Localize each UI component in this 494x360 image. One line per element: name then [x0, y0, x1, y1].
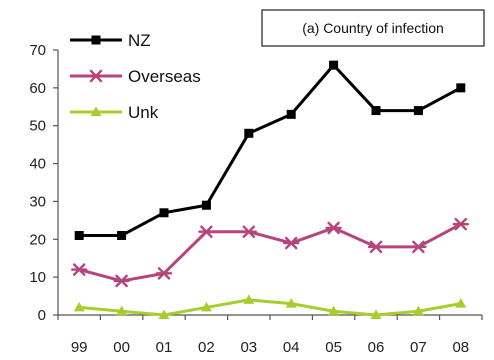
- y-tick-label: 40: [29, 156, 46, 173]
- data-point-unk: [158, 309, 170, 319]
- x-tick-label: 04: [283, 339, 300, 356]
- data-point-nz: [456, 83, 466, 93]
- y-tick-label: 70: [29, 42, 46, 59]
- data-point-overseas: [325, 221, 342, 235]
- data-point-unk: [370, 309, 382, 319]
- legend-item-unk: Unk: [70, 103, 159, 122]
- legend-label-overseas: Overseas: [128, 67, 201, 86]
- x-axis-ticks: 99 00 01 02 03 04 05 06 07 08: [57, 315, 483, 356]
- legend-item-nz: NZ: [70, 31, 151, 50]
- y-axis-ticks: 0 10 20 30 40 50 60 70: [29, 42, 58, 324]
- y-tick-label: 20: [29, 231, 46, 248]
- data-point-nz: [286, 109, 296, 119]
- y-tick-label: 30: [29, 193, 46, 210]
- legend-marker-overseas: [87, 69, 105, 83]
- x-tick-label: 02: [198, 339, 215, 356]
- data-point-nz: [201, 200, 211, 210]
- x-tick-label: 03: [240, 339, 257, 356]
- chart-title: (a) Country of infection: [302, 20, 444, 36]
- data-point-overseas: [410, 240, 427, 254]
- data-point-unk: [73, 301, 85, 312]
- legend: NZ Overseas Unk: [70, 31, 201, 122]
- data-point-unk: [455, 298, 467, 308]
- series-line-unk: [79, 298, 462, 317]
- data-point-overseas: [452, 217, 469, 231]
- chart-title-box: (a) Country of infection: [261, 9, 485, 47]
- data-point-nz: [244, 128, 254, 138]
- data-point-overseas: [70, 263, 88, 276]
- legend-marker-unk: [90, 106, 102, 116]
- x-tick-label: 05: [325, 339, 342, 356]
- y-tick-label: 10: [29, 269, 46, 286]
- x-tick-label: 06: [368, 339, 385, 356]
- x-tick-label: 01: [156, 339, 173, 356]
- series-nz: [74, 60, 466, 240]
- data-point-overseas: [198, 225, 215, 238]
- series-line-overseas: [78, 222, 462, 283]
- series-overseas: [70, 217, 469, 288]
- series-group: [70, 60, 469, 319]
- data-point-unk: [116, 305, 128, 316]
- data-point-nz: [74, 231, 84, 240]
- data-point-overseas: [113, 274, 130, 288]
- data-point-unk: [285, 298, 297, 308]
- data-point-nz: [413, 106, 423, 116]
- data-point-nz: [159, 208, 169, 218]
- data-point-nz: [371, 106, 381, 116]
- data-point-unk: [412, 305, 424, 316]
- data-point-nz: [117, 231, 127, 240]
- y-tick-label: 0: [38, 307, 46, 324]
- data-point-nz: [329, 60, 339, 70]
- legend-marker-nz: [91, 35, 101, 45]
- data-point-unk: [328, 305, 340, 316]
- x-tick-label: 07: [410, 339, 427, 356]
- data-point-overseas: [155, 267, 173, 280]
- y-tick-label: 50: [29, 118, 46, 135]
- x-tick-label: 99: [71, 339, 88, 356]
- data-point-overseas: [240, 225, 258, 238]
- x-tick-label: 00: [113, 339, 130, 356]
- legend-label-nz: NZ: [128, 31, 151, 50]
- chart-title-border: [261, 9, 485, 47]
- data-point-overseas: [283, 236, 300, 250]
- y-tick-label: 60: [29, 80, 46, 97]
- series-unk: [73, 294, 467, 319]
- legend-item-overseas: Overseas: [70, 67, 201, 86]
- data-point-unk: [243, 294, 255, 304]
- data-point-overseas: [367, 240, 385, 254]
- series-line-nz: [79, 63, 462, 237]
- x-tick-label: 08: [452, 339, 469, 356]
- legend-label-unk: Unk: [128, 103, 159, 122]
- data-point-unk: [200, 301, 212, 312]
- axes: [57, 50, 482, 316]
